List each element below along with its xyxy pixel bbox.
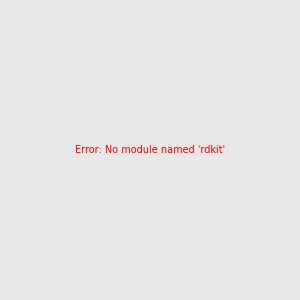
Text: Error: No module named 'rdkit': Error: No module named 'rdkit' <box>75 145 225 155</box>
